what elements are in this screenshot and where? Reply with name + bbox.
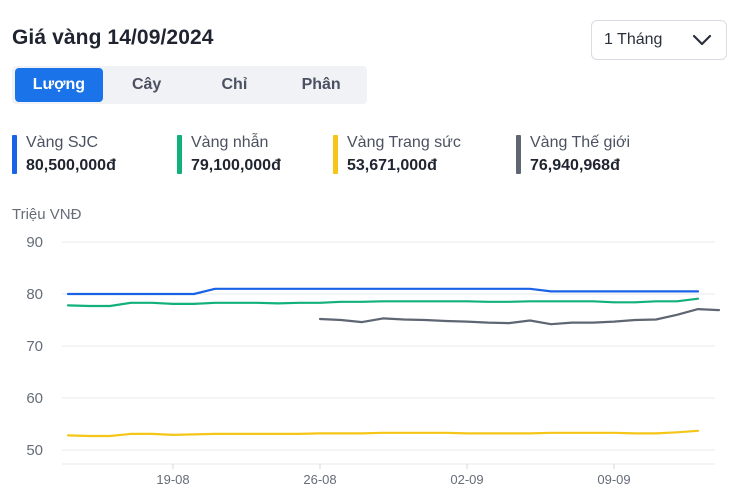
legend-color-bar xyxy=(333,135,338,174)
series-line-3 xyxy=(318,308,721,326)
y-tick-label: 70 xyxy=(26,338,43,355)
y-tick-label: 50 xyxy=(26,442,43,459)
unit-tabs: Lượng Cây Chỉ Phân xyxy=(12,66,367,104)
page-title: Giá vàng 14/09/2024 xyxy=(12,26,214,49)
legend-price: 76,940,968đ xyxy=(530,157,620,174)
chevron-down-icon xyxy=(692,34,712,46)
series-line-1 xyxy=(66,297,700,308)
legend-name: Vàng Thế giới xyxy=(530,134,631,151)
time-range-select[interactable]: 1 Tháng xyxy=(591,20,727,60)
legend-color-bar xyxy=(12,135,17,174)
legend-item-nhan[interactable]: Vàng nhẫn 79,100,000đ xyxy=(177,133,281,177)
x-tick-label: 09-09 xyxy=(597,472,630,487)
legend-item-trang-suc[interactable]: Vàng Trang sức 53,671,000đ xyxy=(333,133,461,177)
legend-name: Vàng SJC xyxy=(26,134,99,151)
y-tick-label: 80 xyxy=(26,286,43,303)
x-tick-label: 02-09 xyxy=(450,472,483,487)
legend-price: 80,500,000đ xyxy=(26,157,116,174)
y-tick-label: 90 xyxy=(26,234,43,251)
legend-name: Vàng Trang sức xyxy=(347,134,461,151)
x-tick-label: 19-08 xyxy=(156,472,189,487)
legend-price: 79,100,000đ xyxy=(191,157,281,174)
legend-item-the-gioi[interactable]: Vàng Thế giới 76,940,968đ xyxy=(516,133,630,177)
series-line-0 xyxy=(66,287,700,296)
x-tick-label: 26-08 xyxy=(303,472,336,487)
chart-legend: Vàng SJC 80,500,000đ Vàng nhẫn 79,100,00… xyxy=(0,133,735,179)
legend-item-sjc[interactable]: Vàng SJC 80,500,000đ xyxy=(12,133,116,177)
legend-color-bar xyxy=(177,135,182,174)
gold-price-chart[interactable]: Triệu VNĐ 50 60 70 80 90 19-08 26-08 02-09 09-09 xyxy=(0,200,735,496)
series-line-2 xyxy=(66,429,700,438)
legend-name: Vàng nhẫn xyxy=(191,134,269,151)
tab-chi[interactable]: Chỉ xyxy=(221,76,248,93)
y-tick-label: 60 xyxy=(26,390,43,407)
time-range-value: 1 Tháng xyxy=(604,31,663,48)
tab-phan[interactable]: Phân xyxy=(301,76,341,93)
y-axis-label: Triệu VNĐ xyxy=(12,206,82,223)
tab-cay[interactable]: Cây xyxy=(131,76,162,93)
legend-price: 53,671,000đ xyxy=(347,157,437,174)
legend-color-bar xyxy=(516,135,521,174)
tab-luong[interactable]: Lượng xyxy=(15,68,103,102)
